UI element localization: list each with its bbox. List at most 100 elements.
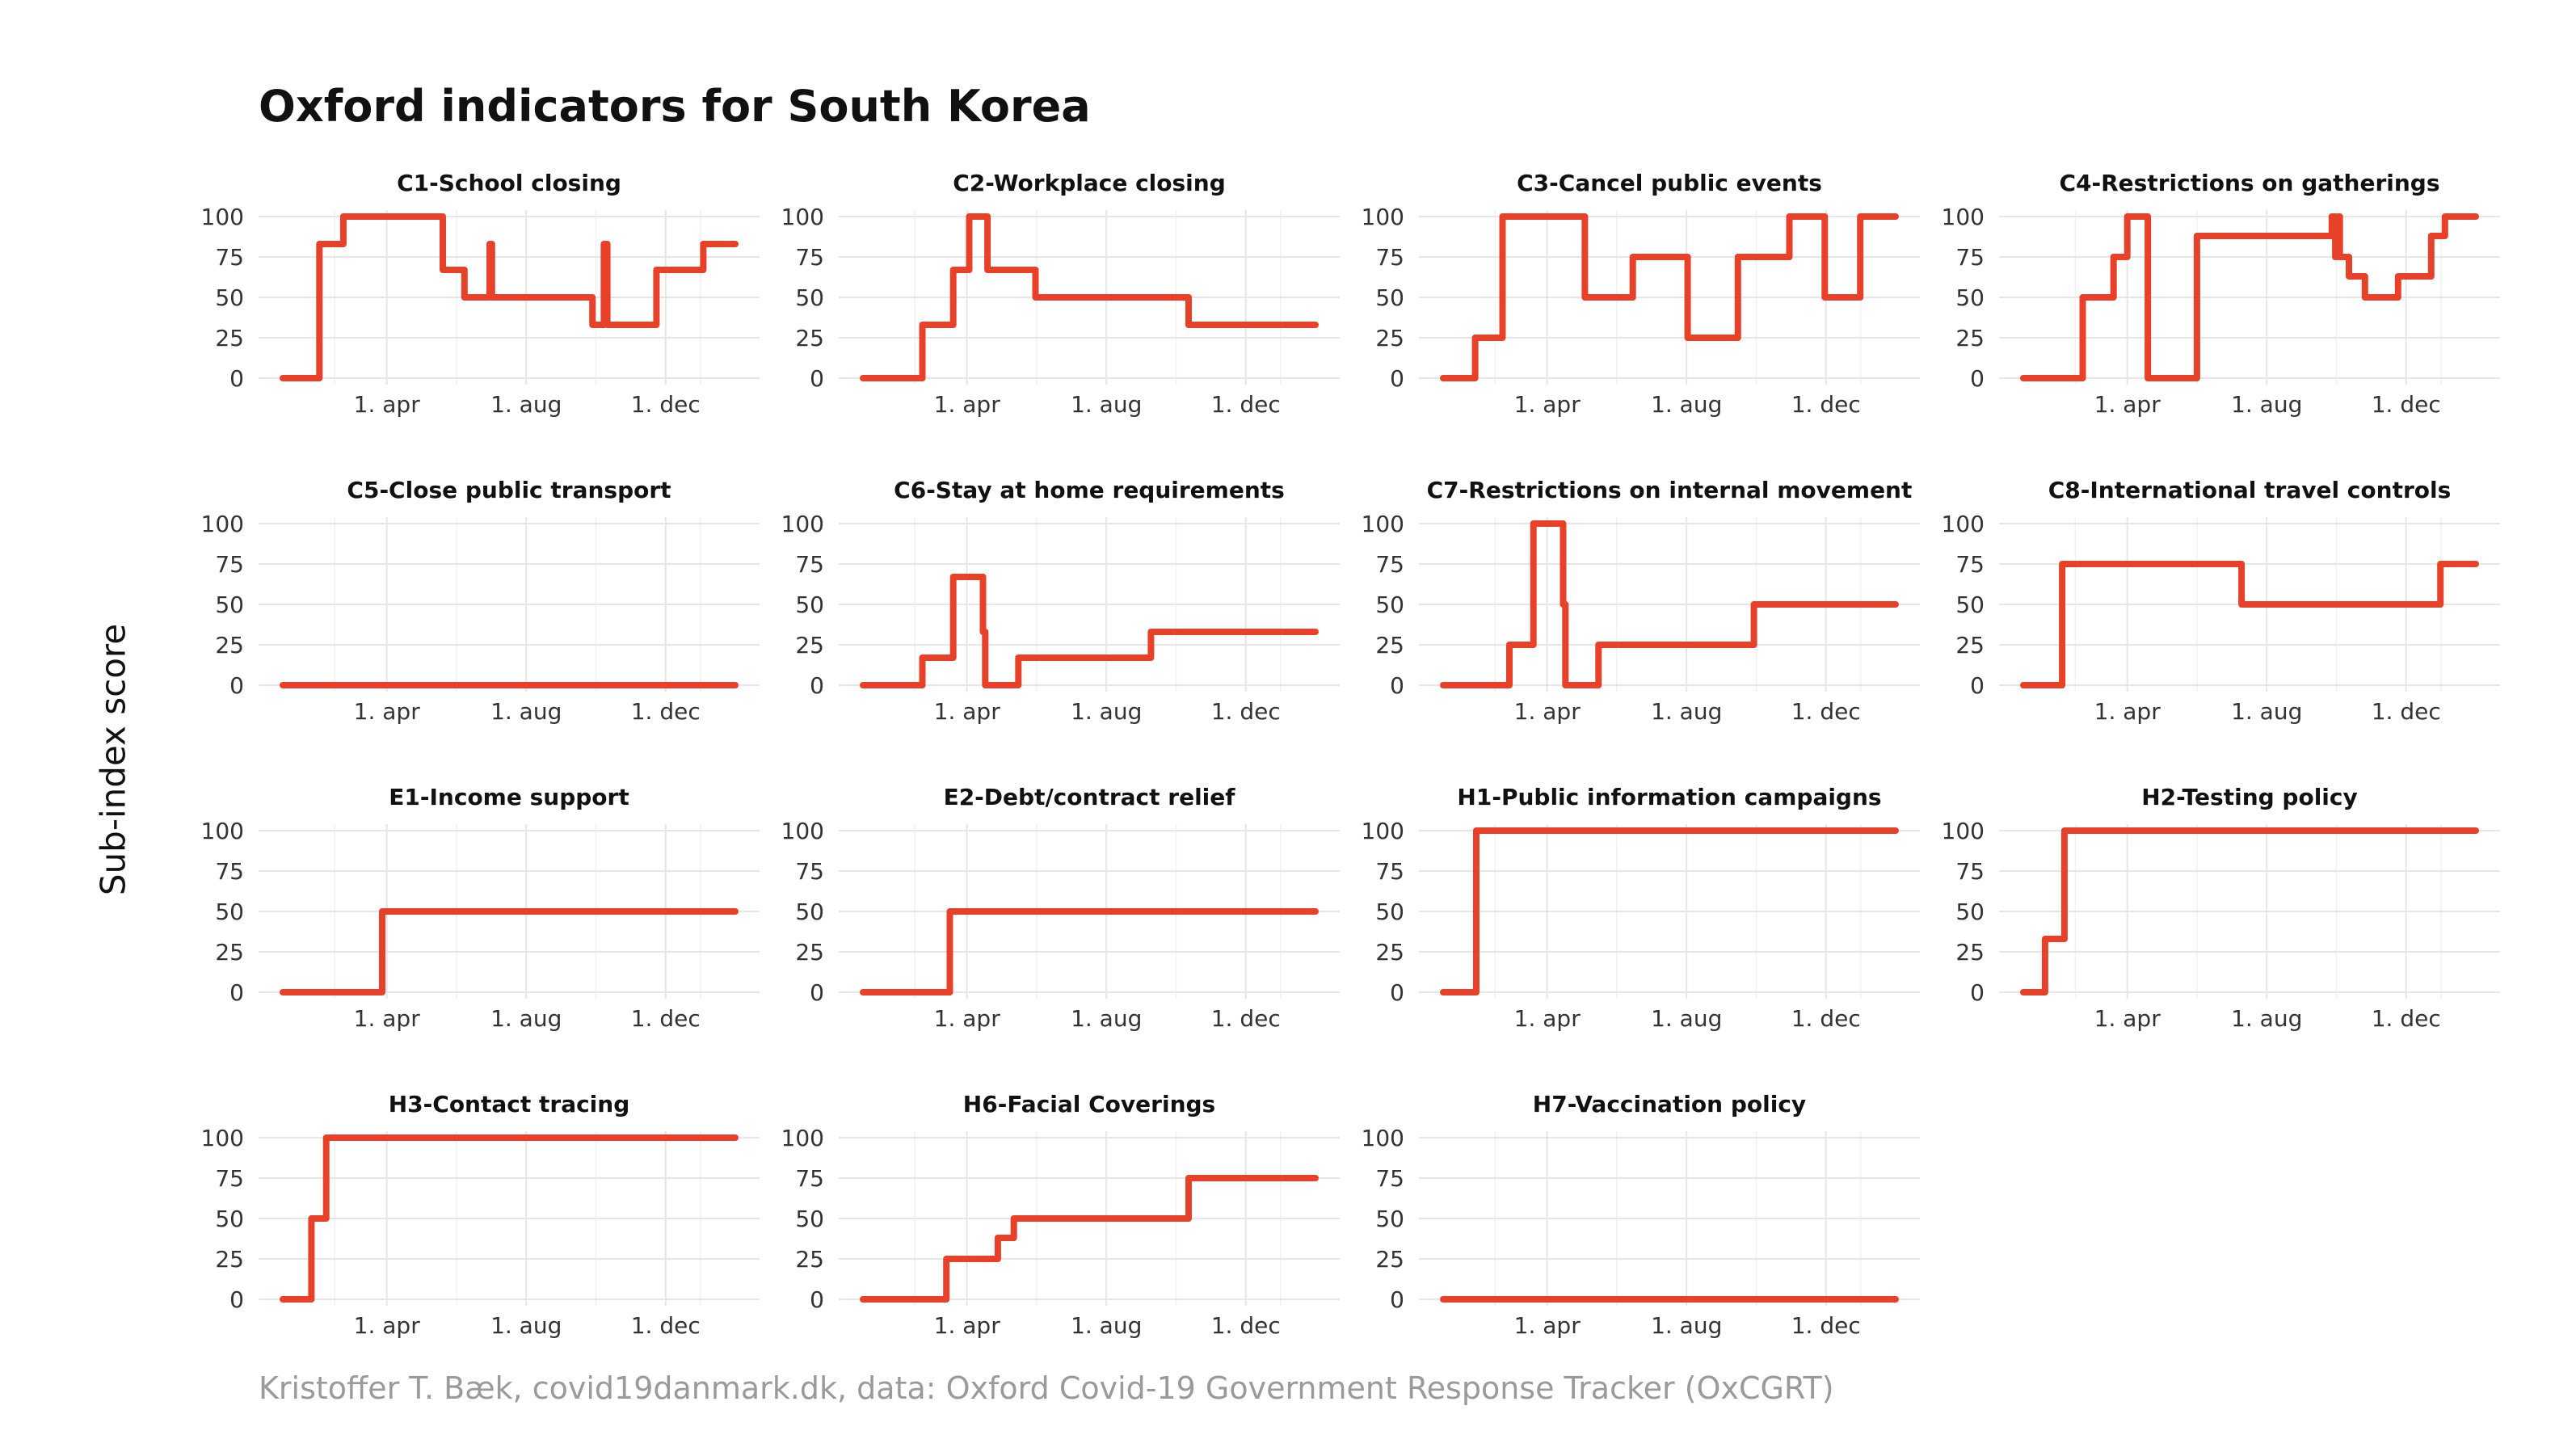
panel-title: E2-Debt/contract relief xyxy=(944,784,1236,810)
y-tick-label: 75 xyxy=(795,551,824,578)
x-tick-label: 1. dec xyxy=(1211,1005,1281,1032)
y-tick-label: 75 xyxy=(1955,244,1985,271)
y-tick-label: 75 xyxy=(215,1165,244,1192)
series-line xyxy=(860,574,1319,688)
y-tick-label: 25 xyxy=(1375,939,1404,966)
x-tick-label: 1. apr xyxy=(354,1312,421,1339)
x-tick-label: 1. aug xyxy=(1071,698,1142,725)
y-tick-label: 100 xyxy=(1942,204,1985,230)
y-tick-label: 25 xyxy=(795,325,824,351)
panel-title: H2-Testing policy xyxy=(2141,784,2358,810)
x-tick-label: 1. aug xyxy=(1651,391,1722,418)
x-tick-label: 1. apr xyxy=(1514,1005,1581,1032)
y-tick-label: 0 xyxy=(229,672,244,699)
y-tick-label: 25 xyxy=(1375,325,1404,351)
y-tick-label: 75 xyxy=(215,244,244,271)
x-tick-label: 1. apr xyxy=(934,698,1001,725)
series-line xyxy=(860,908,1319,995)
y-tick-label: 100 xyxy=(201,204,244,230)
y-tick-label: 0 xyxy=(810,365,824,392)
x-tick-label: 1. dec xyxy=(1791,1312,1861,1339)
y-tick-label: 100 xyxy=(1362,1125,1404,1151)
panel-title: H6-Facial Coverings xyxy=(963,1091,1215,1117)
panel-title: C3-Cancel public events xyxy=(1517,170,1822,196)
y-tick-label: 75 xyxy=(1375,1165,1404,1192)
series-line xyxy=(280,213,739,381)
y-tick-label: 50 xyxy=(1375,284,1404,311)
panel: C7-Restrictions on internal movement 0 25 5… xyxy=(1362,477,1920,725)
y-tick-label: 25 xyxy=(795,632,824,659)
y-tick-label: 100 xyxy=(781,204,824,230)
y-tick-label: 0 xyxy=(229,365,244,392)
x-tick-label: 1. apr xyxy=(354,698,421,725)
series-line xyxy=(280,908,739,995)
panel: C3-Cancel public events 0 25 50 75 100 1. apr 1… xyxy=(1362,170,1920,418)
y-tick-label: 0 xyxy=(810,672,824,699)
panel-title: H3-Contact tracing xyxy=(389,1091,630,1117)
x-tick-label: 1. apr xyxy=(1514,1312,1581,1339)
source-caption: Kristoffer T. Bæk, covid19danmark.dk, da… xyxy=(259,1370,1834,1406)
y-tick-label: 50 xyxy=(215,591,244,618)
y-tick-label: 50 xyxy=(215,1206,244,1232)
y-tick-label: 100 xyxy=(201,818,244,844)
x-tick-label: 1. dec xyxy=(631,1312,701,1339)
panel: C5-Close public transport 0 25 50 75 100 1. ap… xyxy=(201,477,760,725)
x-tick-label: 1. aug xyxy=(490,698,562,725)
panel: C2-Workplace closing 0 25 50 75 100 1. apr 1. a… xyxy=(781,170,1340,418)
x-tick-label: 1. aug xyxy=(1651,698,1722,725)
x-tick-label: 1. aug xyxy=(1071,1005,1142,1032)
x-tick-label: 1. apr xyxy=(934,1005,1001,1032)
x-tick-label: 1. aug xyxy=(490,1312,562,1339)
series-line xyxy=(2020,561,2479,688)
x-tick-label: 1. aug xyxy=(2231,391,2302,418)
y-tick-label: 50 xyxy=(795,284,824,311)
panel: C1-School closing 0 25 50 75 100 1. apr 1. aug 1… xyxy=(201,170,760,418)
x-tick-label: 1. aug xyxy=(1651,1312,1722,1339)
y-tick-label: 100 xyxy=(781,511,824,537)
y-tick-label: 0 xyxy=(1970,365,1985,392)
x-tick-label: 1. dec xyxy=(631,698,701,725)
x-tick-label: 1. apr xyxy=(2094,1005,2161,1032)
y-tick-label: 25 xyxy=(1955,939,1985,966)
x-tick-label: 1. dec xyxy=(2372,698,2441,725)
y-tick-label: 75 xyxy=(215,551,244,578)
y-tick-label: 25 xyxy=(795,1246,824,1273)
x-tick-label: 1. apr xyxy=(354,391,421,418)
x-tick-label: 1. aug xyxy=(490,1005,562,1032)
y-tick-label: 0 xyxy=(1970,672,1985,699)
y-tick-label: 75 xyxy=(1375,551,1404,578)
panel: H3-Contact tracing 0 25 50 75 100 1. apr 1. aug… xyxy=(201,1091,760,1339)
y-tick-label: 25 xyxy=(215,939,244,966)
x-tick-label: 1. dec xyxy=(1211,698,1281,725)
y-tick-label: 25 xyxy=(215,325,244,351)
panel: H1-Public information campaigns 0 25 50 75 10… xyxy=(1362,784,1920,1032)
x-tick-label: 1. dec xyxy=(2372,391,2441,418)
x-tick-label: 1. apr xyxy=(2094,698,2161,725)
y-tick-label: 50 xyxy=(1955,899,1985,925)
y-tick-label: 0 xyxy=(1390,979,1404,1006)
y-tick-label: 75 xyxy=(1375,858,1404,885)
y-tick-label: 50 xyxy=(795,591,824,618)
x-tick-label: 1. aug xyxy=(2231,1005,2302,1032)
y-tick-label: 100 xyxy=(201,511,244,537)
y-tick-label: 75 xyxy=(795,244,824,271)
series-line xyxy=(860,1175,1319,1303)
y-tick-label: 0 xyxy=(1390,1286,1404,1313)
y-tick-label: 50 xyxy=(795,1206,824,1232)
y-tick-label: 100 xyxy=(1362,818,1404,844)
panel-title: C7-Restrictions on internal movement xyxy=(1427,477,1913,503)
panel-title: H7-Vaccination policy xyxy=(1533,1091,1806,1117)
panel: C4-Restrictions on gatherings 0 25 50 75 100 1… xyxy=(1942,170,2500,418)
y-tick-label: 25 xyxy=(795,939,824,966)
y-tick-label: 0 xyxy=(1390,672,1404,699)
y-tick-label: 75 xyxy=(795,858,824,885)
panel: H6-Facial Coverings 0 25 50 75 100 1. apr 1. au… xyxy=(781,1091,1340,1339)
x-tick-label: 1. apr xyxy=(354,1005,421,1032)
page-title: Oxford indicators for South Korea xyxy=(259,81,1091,132)
series-line xyxy=(2020,827,2479,995)
series-line xyxy=(1440,827,1899,995)
x-tick-label: 1. apr xyxy=(934,1312,1001,1339)
x-tick-label: 1. apr xyxy=(2094,391,2161,418)
panel-title: C1-School closing xyxy=(397,170,621,196)
